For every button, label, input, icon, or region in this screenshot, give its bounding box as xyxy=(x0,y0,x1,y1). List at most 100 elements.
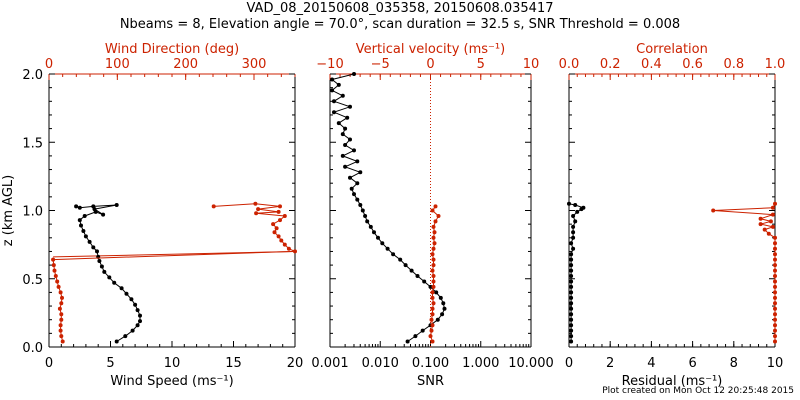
wind-y-tick-label: 0.5 xyxy=(22,273,43,288)
snr-snr-point xyxy=(413,334,418,339)
wind-wind-speed-point xyxy=(79,223,83,228)
wind-bottom-tick-label: 0 xyxy=(45,356,53,371)
snr-top-tick-label: 5 xyxy=(477,57,485,72)
snr-snr-point xyxy=(349,186,354,191)
snr-snr-point xyxy=(345,115,350,120)
snr-snr-point xyxy=(441,301,446,306)
residual-residual-point xyxy=(575,209,580,214)
residual-residual-point xyxy=(571,224,576,229)
snr-vertical-velocity-point xyxy=(431,301,436,306)
wind-top-tick-label: 300 xyxy=(242,57,267,72)
y-axis-label: z (km AGL) xyxy=(1,175,16,246)
title-line-2: Nbeams = 8, Elevation angle = 70.0°, sca… xyxy=(119,17,681,32)
residual-top-axis-label: Correlation xyxy=(636,42,708,57)
wind-top-tick-label: 100 xyxy=(105,57,130,72)
snr-snr-point xyxy=(336,121,341,126)
wind-wind-direction-point xyxy=(59,312,64,317)
wind-wind-speed-point xyxy=(83,234,88,239)
residual-correlation-point xyxy=(773,279,777,284)
residual-residual-point xyxy=(569,306,574,311)
residual-residual-point xyxy=(569,279,574,284)
snr-snr-point xyxy=(330,88,335,93)
residual-residual-point xyxy=(569,312,574,317)
residual-correlation-point xyxy=(773,334,777,339)
snr-snr-line xyxy=(331,73,446,342)
snr-vertical-velocity-point xyxy=(428,334,433,339)
residual-top-tick-label: 0.4 xyxy=(641,57,662,72)
panel-snr xyxy=(329,72,532,348)
snr-snr-point xyxy=(372,230,376,235)
wind-wind-direction-line xyxy=(52,203,296,342)
snr-snr-point xyxy=(358,170,363,175)
residual-top-tick-label: 0.0 xyxy=(559,57,580,72)
snr-snr-point xyxy=(355,197,360,202)
residual-correlation-line xyxy=(713,203,776,342)
snr-vertical-velocity-point xyxy=(430,208,435,213)
wind-wind-direction-point xyxy=(254,211,259,216)
residual-residual-point xyxy=(573,219,578,224)
snr-snr-point xyxy=(403,263,408,268)
wind-wind-speed-point xyxy=(135,323,140,328)
title-line-1: VAD_08_20150608_035358, 20150608.035417 xyxy=(246,1,554,16)
residual-correlation-point xyxy=(773,306,777,311)
residual-correlation-point xyxy=(773,201,777,206)
snr-bottom-tick-label: 10.000 xyxy=(508,356,554,371)
snr-top-tick-label: 0 xyxy=(426,57,434,72)
snr-vertical-velocity-point xyxy=(432,241,437,246)
snr-vertical-velocity-point xyxy=(431,263,436,268)
residual-top-tick-label: 1.0 xyxy=(765,57,786,72)
snr-vertical-velocity-point xyxy=(431,224,436,229)
residual-residual-point xyxy=(571,230,576,235)
wind-wind-speed-point xyxy=(124,291,129,296)
snr-bottom-tick-label: 0.100 xyxy=(412,356,449,371)
wind-wind-speed-point xyxy=(138,319,142,324)
wind-wind-speed-point xyxy=(114,203,119,207)
residual-bottom-tick-label: 8 xyxy=(730,356,738,371)
snr-snr-point xyxy=(438,295,443,300)
residual-correlation-point xyxy=(773,263,777,268)
residual-bottom-axis-label: Residual (ms⁻¹) xyxy=(622,374,723,389)
residual-residual-point xyxy=(569,317,574,322)
snr-snr-point xyxy=(340,132,345,137)
wind-wind-direction-point xyxy=(293,249,297,254)
snr-snr-point xyxy=(348,175,352,180)
residual-residual-point xyxy=(569,323,574,328)
snr-vertical-velocity-point xyxy=(430,306,435,311)
wind-wind-speed-point xyxy=(81,229,86,233)
snr-vertical-velocity-point xyxy=(429,317,434,322)
snr-snr-point xyxy=(355,181,360,186)
wind-wind-speed-point xyxy=(119,286,124,291)
wind-bottom-axis-label: Wind Speed (ms⁻¹) xyxy=(110,374,233,389)
wind-wind-direction-point xyxy=(55,279,60,284)
snr-snr-point xyxy=(440,312,445,317)
wind-wind-speed-point xyxy=(82,214,87,218)
snr-vertical-velocity-point xyxy=(430,295,435,300)
wind-wind-speed-point xyxy=(135,308,140,313)
wind-wind-speed-point xyxy=(87,239,92,244)
wind-wind-speed-point xyxy=(97,259,102,263)
snr-snr-point xyxy=(340,153,345,158)
snr-snr-point xyxy=(442,306,447,311)
residual-correlation-point xyxy=(773,290,777,295)
residual-bottom-tick-label: 0 xyxy=(565,356,573,371)
residual-bottom-tick-label: 6 xyxy=(688,356,696,371)
residual-bottom-tick-label: 2 xyxy=(606,356,614,371)
snr-top-tick-label: −10 xyxy=(316,57,343,72)
snr-vertical-velocity-point xyxy=(431,279,436,284)
wind-wind-direction-point xyxy=(52,268,57,273)
snr-snr-point xyxy=(352,148,356,153)
wind-wind-direction-point xyxy=(253,201,258,206)
snr-snr-point xyxy=(435,317,440,322)
snr-snr-point xyxy=(340,93,345,98)
snr-snr-point xyxy=(332,99,336,104)
wind-bottom-tick-label: 10 xyxy=(164,356,181,371)
snr-vertical-velocity-point xyxy=(430,252,435,257)
plot-created-footer: Plot created on Mon Oct 12 20:25:48 2015 xyxy=(602,386,794,396)
residual-top-tick-label: 0.8 xyxy=(723,57,744,72)
residual-residual-point xyxy=(569,339,574,344)
wind-wind-direction-point xyxy=(59,334,64,339)
snr-vertical-velocity-point xyxy=(433,219,438,224)
snr-snr-point xyxy=(420,328,425,333)
residual-residual-point xyxy=(569,290,574,295)
wind-bottom-tick-label: 20 xyxy=(287,356,304,371)
